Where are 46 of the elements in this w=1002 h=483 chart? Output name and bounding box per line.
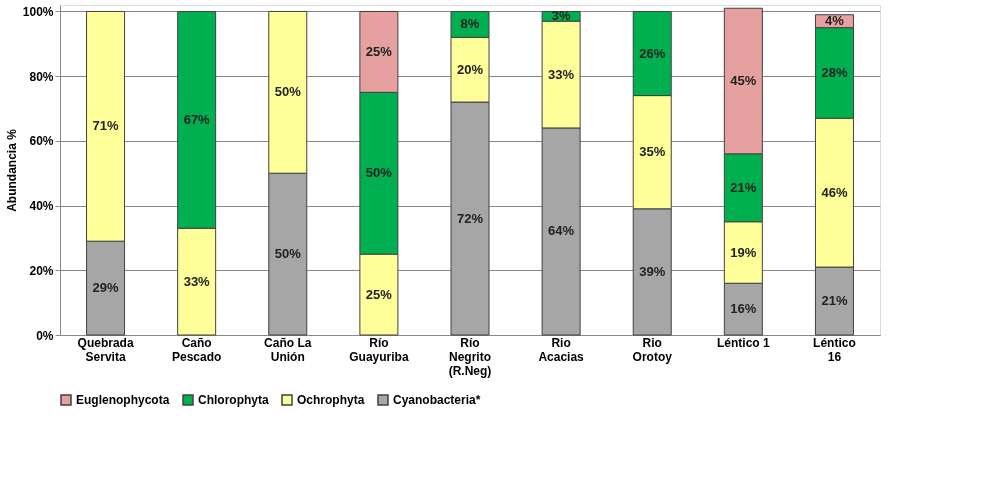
data-label: 50% <box>365 165 393 181</box>
data-label: 67% <box>183 111 211 127</box>
data-label: 35% <box>639 144 666 160</box>
data-label: 64% <box>548 223 575 239</box>
x-tick-label: Caño Pescado <box>171 335 222 364</box>
data-label: 50% <box>274 84 302 100</box>
x-tick-label: Río Guayuriba <box>349 335 409 364</box>
y-tick-label: 0% <box>36 328 54 343</box>
data-label: 26% <box>639 45 666 61</box>
x-tick-label: Caño La Unión <box>264 335 312 364</box>
y-tick-label: 20% <box>29 263 54 278</box>
data-label: 33% <box>548 66 575 82</box>
data-label: 45% <box>730 73 757 89</box>
y-tick-label: 60% <box>29 134 54 149</box>
y-tick-label: 100% <box>22 4 54 19</box>
y-tick-label: 80% <box>29 69 54 84</box>
data-label: 33% <box>183 273 211 289</box>
data-label: 3% <box>551 8 571 24</box>
y-tick-label: 40% <box>29 199 54 214</box>
x-tick-label: Río Negrito (R.Neg) <box>448 335 492 378</box>
legend-label: Ochrophyta <box>297 393 365 407</box>
x-tick-label: Rio Acacias <box>538 335 585 364</box>
data-label: 19% <box>730 244 757 260</box>
data-label: 20% <box>456 61 484 77</box>
x-tick-label: Léntico 16 <box>813 335 856 364</box>
legend-label: Chlorophyta <box>198 393 269 407</box>
y-axis-title: Abundancia % <box>4 128 19 212</box>
x-tick-label: Léntico 1 <box>716 335 770 350</box>
data-label: 8% <box>460 16 480 32</box>
data-label: 39% <box>639 263 666 279</box>
data-label: 21% <box>730 179 757 195</box>
legend-label: Cyanobacteria* <box>393 393 481 407</box>
data-label: 72% <box>456 210 484 226</box>
x-tick-label: Rio Orotoy <box>632 335 673 364</box>
data-label: 71% <box>92 118 119 134</box>
data-label: 25% <box>365 43 393 59</box>
data-label: 29% <box>92 280 119 296</box>
data-label: 21% <box>821 293 848 309</box>
data-label: 25% <box>365 286 393 302</box>
data-label: 16% <box>730 301 757 317</box>
data-label: 50% <box>274 246 302 262</box>
data-label: 4% <box>825 13 845 29</box>
data-label: 46% <box>821 184 848 200</box>
x-tick-label: Quebrada Servita <box>77 335 134 364</box>
legend-label: Euglenophycota <box>76 393 170 407</box>
data-label: 28% <box>821 64 848 80</box>
